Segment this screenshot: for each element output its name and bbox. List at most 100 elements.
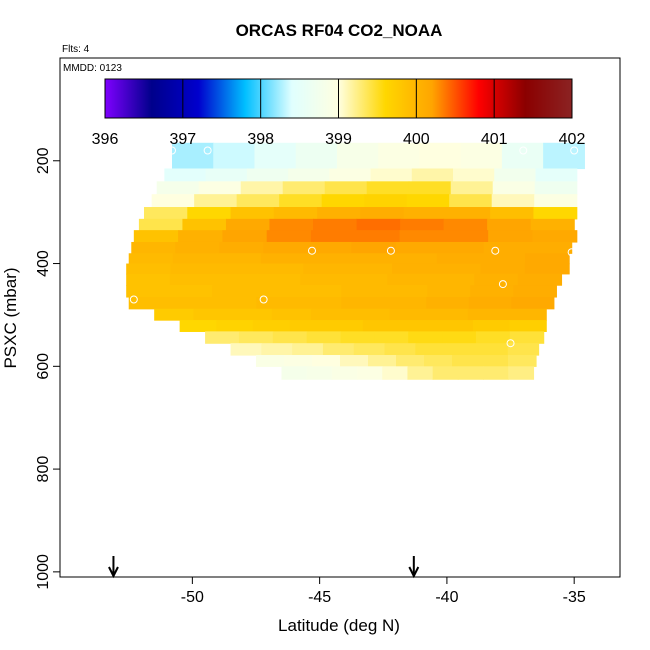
heatmap-cell xyxy=(348,253,394,265)
heatmap-cell xyxy=(307,241,353,254)
heatmap-cell xyxy=(408,331,443,344)
heatmap-cell xyxy=(492,181,536,195)
heatmap-cell xyxy=(272,331,308,344)
sample-marker xyxy=(567,248,576,257)
heatmap-cell xyxy=(255,285,299,298)
heatmap-cell xyxy=(507,343,540,356)
plot-frame xyxy=(59,57,621,578)
heatmap-cell xyxy=(452,355,481,367)
heatmap-cell xyxy=(534,181,578,195)
heatmap-cell xyxy=(216,253,262,265)
heatmap-cell xyxy=(126,273,171,286)
heatmap-cell xyxy=(175,241,220,254)
heatmap-cell xyxy=(164,168,207,182)
heatmap-cell xyxy=(266,230,312,243)
heatmap-cell xyxy=(366,181,410,195)
heatmap-cell xyxy=(470,285,514,298)
heatmap-cell xyxy=(424,355,453,367)
heatmap-cell xyxy=(269,218,314,231)
heatmap-cell xyxy=(480,355,509,367)
heatmap-cell xyxy=(340,331,375,344)
x-tick-label: -35 xyxy=(563,589,586,606)
heatmap-cell xyxy=(170,263,216,275)
heatmap-cell xyxy=(256,273,301,286)
heatmap-cell xyxy=(282,181,326,195)
heatmap-cell xyxy=(303,263,349,275)
heatmap-cell xyxy=(487,218,532,231)
heatmap-cell xyxy=(128,253,174,265)
heatmap-cell xyxy=(543,142,585,170)
heatmap-cell xyxy=(396,355,425,367)
heatmap-cell xyxy=(509,331,545,344)
heatmap-cell xyxy=(261,343,293,356)
heatmap-cell xyxy=(415,343,447,356)
heatmap-cell xyxy=(329,168,372,182)
heatmap-cell xyxy=(481,253,526,265)
heatmap-cell xyxy=(273,207,318,220)
heatmap-cell xyxy=(480,263,526,275)
y-tick-label: 200 xyxy=(35,147,52,174)
heatmap-cell xyxy=(312,355,341,367)
heatmap-cell xyxy=(230,343,262,356)
sample-marker xyxy=(269,447,278,456)
heatmap-cell xyxy=(443,218,488,231)
sample-marker xyxy=(259,295,268,304)
heatmap-cell xyxy=(508,355,537,367)
heatmap-cell xyxy=(432,366,459,380)
heatmap-cell xyxy=(219,241,264,254)
heatmap-cell xyxy=(406,194,450,208)
heatmap-cells xyxy=(126,142,585,380)
heatmap-cell xyxy=(341,296,385,310)
heatmap-cell xyxy=(246,168,289,182)
heatmap-cell xyxy=(213,296,257,310)
heatmap-cell xyxy=(213,142,256,170)
heatmap-cell xyxy=(225,218,271,231)
heatmap-cell xyxy=(436,263,482,275)
heatmap-cell xyxy=(391,263,437,275)
heatmap-cell xyxy=(483,366,509,380)
heatmap-cell xyxy=(436,253,482,265)
heatmap-cell xyxy=(179,320,217,332)
heatmap-cell xyxy=(310,308,351,321)
colorbar-tick-label: 396 xyxy=(92,131,119,148)
sample-marker xyxy=(514,444,523,453)
heatmap-cell xyxy=(126,285,170,298)
heatmap-cell xyxy=(483,241,529,254)
heatmap-cell xyxy=(310,230,356,243)
heatmap-cell xyxy=(304,253,350,265)
heatmap-cell xyxy=(289,320,327,332)
heatmap-cell xyxy=(321,194,365,208)
heatmap-cell xyxy=(472,320,511,332)
heatmap-cell xyxy=(450,181,494,195)
heatmap-cell xyxy=(292,343,324,356)
heatmap-cell xyxy=(392,253,438,265)
heatmap-cell xyxy=(324,181,368,195)
colorbar-tick-label: 397 xyxy=(169,131,196,148)
heatmap-cell xyxy=(387,273,432,286)
sample-marker xyxy=(264,375,273,384)
x-axis: -50 -45 -40 -35 xyxy=(181,577,586,606)
heatmap-cell xyxy=(494,168,537,182)
heatmap-cell xyxy=(236,194,280,208)
sample-marker xyxy=(491,246,500,255)
heatmap-cell xyxy=(178,230,223,243)
heatmap-cell xyxy=(527,241,573,254)
sample-marker xyxy=(498,280,507,289)
heatmap-cell xyxy=(154,308,194,321)
heatmap-cell xyxy=(331,366,358,380)
heatmap-cell xyxy=(271,308,312,321)
heatmap-cell xyxy=(317,207,361,220)
heatmap-cell xyxy=(252,320,291,332)
heatmap-cell xyxy=(364,194,408,208)
heatmap-cell xyxy=(467,308,508,321)
heatmap-cell xyxy=(169,273,214,286)
heatmap-cell xyxy=(509,320,547,332)
heatmap-cell xyxy=(436,320,474,332)
heatmap-cell xyxy=(230,207,275,220)
heatmap-cell xyxy=(370,168,413,182)
heatmap-cell xyxy=(232,308,273,321)
sample-marker xyxy=(570,146,579,155)
heatmap-cell xyxy=(138,218,184,231)
date-label: MMDD: 0123 xyxy=(63,63,122,74)
heatmap-cell xyxy=(182,218,227,231)
